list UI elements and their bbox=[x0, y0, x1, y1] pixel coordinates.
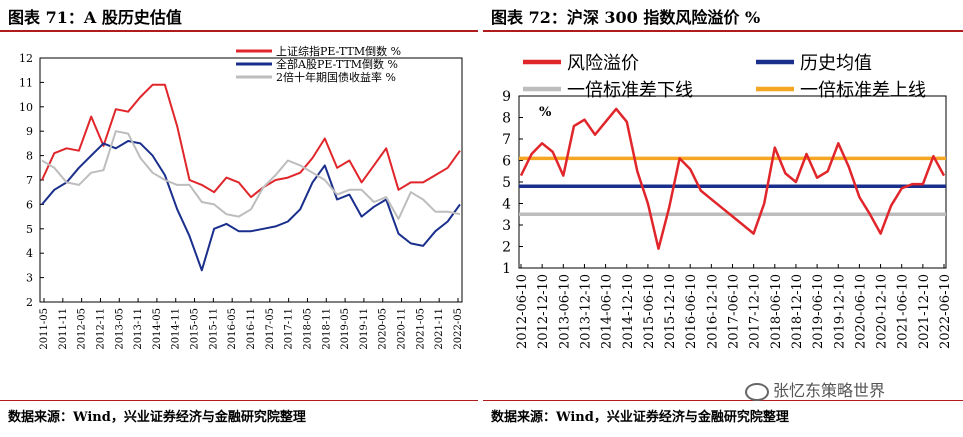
plot-frame bbox=[39, 57, 463, 303]
x-tick-label: 2020-11 bbox=[397, 308, 408, 350]
x-tick-label: 2016-05 bbox=[227, 308, 238, 350]
x-tick-label: 2013-11 bbox=[133, 308, 144, 350]
x-tick-label: 2014-06-10 bbox=[600, 274, 615, 349]
x-tick-label: 2022-06-10 bbox=[938, 274, 953, 349]
y-tick-label: 6 bbox=[26, 198, 33, 211]
y-tick-label: 10 bbox=[19, 101, 33, 114]
x-tick-label: 2011-11 bbox=[58, 308, 69, 350]
chart-title: 图表 71：A 股历史估值 bbox=[8, 8, 182, 27]
x-tick-label: 2018-12-10 bbox=[790, 274, 805, 349]
source-note: 数据来源：Wind，兴业证券经济与金融研究院整理 bbox=[8, 410, 306, 425]
x-tick-label: 2012-12-10 bbox=[536, 274, 551, 349]
x-tick-label: 2013-12-10 bbox=[578, 274, 593, 349]
y-tick-label: 12 bbox=[19, 52, 33, 65]
y-tick-label: 7 bbox=[502, 132, 511, 148]
title-divider bbox=[483, 30, 963, 32]
legend-label: 全部A股PE-TTM倒数 % bbox=[276, 57, 398, 71]
x-tick-label: 2020-06-10 bbox=[853, 274, 868, 349]
x-tick-label: 2011-05 bbox=[39, 308, 50, 350]
x-tick-label: 2020-05 bbox=[378, 308, 389, 350]
x-tick-label: 2019-11 bbox=[359, 308, 370, 350]
x-tick-label: 2019-12-10 bbox=[832, 274, 847, 349]
x-tick-label: 2017-12-10 bbox=[748, 274, 763, 349]
x-tick-label: 2012-11 bbox=[95, 308, 106, 350]
y-tick-label: 8 bbox=[26, 150, 33, 163]
y-tick-label: 3 bbox=[502, 218, 511, 234]
x-tick-label: 2015-06-10 bbox=[642, 274, 657, 349]
chart-panel-pe: 图表 71：A 股历史估值 2 3 4 5 6 7 8 9 10 11 12 2011-05 2011-… bbox=[0, 0, 478, 437]
y-tick-label: 11 bbox=[19, 76, 33, 89]
x-tick-label: 2019-05 bbox=[340, 308, 351, 350]
y-tick-label: 5 bbox=[26, 223, 33, 236]
series-line bbox=[41, 83, 461, 199]
source-divider bbox=[483, 400, 963, 401]
y-tick-label: 2 bbox=[502, 240, 511, 256]
y-tick-label: 4 bbox=[502, 197, 511, 213]
x-tick-label: 2014-11 bbox=[171, 308, 182, 350]
chart-title: 图表 72：沪深 300 指数风险溢价 % bbox=[491, 8, 761, 27]
x-tick-label: 2013-05 bbox=[114, 308, 125, 350]
x-tick-label: 2019-06-10 bbox=[811, 274, 826, 349]
legend-label: 风险溢价 bbox=[567, 53, 639, 74]
legend-label: 2倍十年期国债收益率 % bbox=[276, 70, 396, 84]
x-tick-label: 2021-11 bbox=[434, 308, 445, 350]
y-tick-label: 4 bbox=[26, 247, 33, 260]
series-line bbox=[519, 107, 946, 250]
x-tick-label: 2021-06-10 bbox=[896, 274, 911, 349]
y-tick-label: 7 bbox=[26, 174, 33, 187]
source-divider bbox=[0, 400, 478, 401]
series-line bbox=[41, 130, 461, 220]
y-tick-label: 2 bbox=[26, 296, 33, 309]
x-tick-label: 2013-06-10 bbox=[557, 274, 572, 349]
title-divider bbox=[0, 30, 478, 32]
x-tick-label: 2020-12-10 bbox=[875, 274, 890, 349]
x-tick-label: 2017-06-10 bbox=[727, 274, 742, 349]
watermark: 张忆东策略世界 bbox=[745, 377, 885, 401]
y-unit-label: % bbox=[539, 105, 552, 120]
x-tick-label: 2018-06-10 bbox=[769, 274, 784, 349]
y-tick-label: 1 bbox=[502, 261, 511, 277]
x-tick-label: 2021-05 bbox=[415, 308, 426, 350]
x-tick-label: 2016-11 bbox=[246, 308, 257, 350]
legend-label: 一倍标准差上线 bbox=[800, 80, 926, 101]
y-tick-label: 8 bbox=[502, 111, 511, 127]
x-tick-label: 2016-06-10 bbox=[684, 274, 699, 349]
legend-label: 历史均值 bbox=[800, 53, 872, 74]
y-tick-label: 9 bbox=[26, 125, 33, 138]
y-tick-label: 6 bbox=[502, 154, 511, 170]
x-tick-label: 2016-12-10 bbox=[705, 274, 720, 349]
x-tick-label: 2017-11 bbox=[284, 308, 295, 350]
x-tick-label: 2021-12-10 bbox=[917, 274, 932, 349]
x-tick-label: 2015-11 bbox=[208, 308, 219, 350]
legend-label: 一倍标准差下线 bbox=[567, 80, 693, 101]
x-tick-label: 2012-06-10 bbox=[515, 274, 530, 349]
x-tick-label: 2022-05 bbox=[453, 308, 464, 350]
x-tick-label: 2015-12-10 bbox=[663, 274, 678, 349]
chart-panel-risk-premium: 图表 72：沪深 300 指数风险溢价 % 1 2 3 4 5 6 7 8 9% 2012-06-… bbox=[483, 0, 963, 437]
series-line bbox=[41, 140, 461, 272]
x-tick-label: 2018-11 bbox=[321, 308, 332, 350]
y-tick-label: 9 bbox=[502, 89, 511, 105]
legend-label: 上证综指PE-TTM倒数 % bbox=[276, 44, 401, 58]
x-tick-label: 2014-05 bbox=[152, 308, 163, 350]
x-tick-label: 2014-12-10 bbox=[621, 274, 636, 349]
wechat-icon bbox=[745, 382, 769, 401]
x-tick-label: 2012-05 bbox=[77, 308, 88, 350]
y-tick-label: 3 bbox=[26, 272, 33, 285]
x-tick-label: 2015-05 bbox=[190, 308, 201, 350]
watermark-text: 张忆东策略世界 bbox=[773, 381, 886, 400]
y-tick-label: 5 bbox=[502, 175, 511, 191]
x-tick-label: 2017-05 bbox=[265, 308, 276, 350]
source-note: 数据来源：Wind，兴业证券经济与金融研究院整理 bbox=[491, 410, 789, 425]
pe-chart-svg: 2 3 4 5 6 7 8 9 10 11 12 2011-05 2011-11 2012-05 2012-… bbox=[19, 44, 464, 350]
risk-premium-chart-svg: 1 2 3 4 5 6 7 8 9% 2012-06-10 2012-12-10 2013-06-10… bbox=[502, 53, 953, 349]
x-tick-label: 2018-05 bbox=[302, 308, 313, 350]
